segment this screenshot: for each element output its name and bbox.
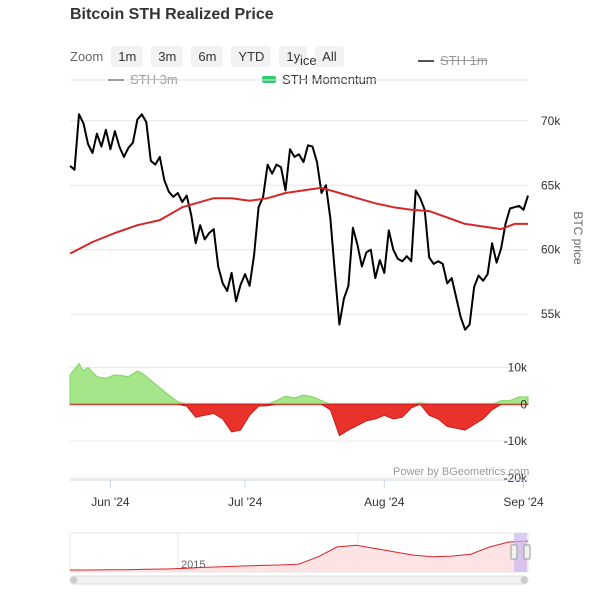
x-tick-label: Aug '24 xyxy=(364,495,405,509)
x-tick-label: Sep '24 xyxy=(503,495,544,509)
legend-item-sth-1m[interactable]: STH 1m xyxy=(418,53,488,68)
legend-item-sth-realized-price[interactable]: ice xyxy=(300,53,317,68)
momentum-y-tick-label: -10k xyxy=(504,434,528,448)
legend-label-sth-1m: STH 1m xyxy=(440,53,488,68)
zoom-button-3m[interactable]: 3m xyxy=(151,45,184,67)
zoom-button-all[interactable]: All xyxy=(315,45,344,67)
momentum-negative-area xyxy=(69,403,529,437)
price-y-tick-label: 65k xyxy=(541,178,561,192)
navigator-area xyxy=(70,541,528,572)
momentum-y-tick-label: 0 xyxy=(520,397,527,411)
zoom-button-6m[interactable]: 6m xyxy=(191,45,224,67)
price-y-tick-label: 60k xyxy=(541,243,561,257)
navigator-scrollbar[interactable] xyxy=(69,575,529,585)
zoom-button-1y[interactable]: 1y xyxy=(279,45,308,67)
navigator-left-handle[interactable] xyxy=(510,544,518,560)
sth-realized-price-line xyxy=(69,186,528,255)
btc-price-line xyxy=(69,113,529,331)
zoom-button-1m[interactable]: 1m xyxy=(111,45,144,67)
momentum-y-tick-label: 10k xyxy=(508,360,528,374)
x-tick-label: Jun '24 xyxy=(91,495,130,509)
zoom-button-ytd[interactable]: YTD xyxy=(231,45,272,67)
chart-title: Bitcoin STH Realized Price xyxy=(70,6,274,23)
scrollbar-left-button xyxy=(70,576,78,584)
navigator-right-handle[interactable] xyxy=(523,544,531,560)
navigator-line xyxy=(70,540,529,571)
price-y-tick-label: 55k xyxy=(541,307,561,321)
legend-label-sth-realized-price: ice xyxy=(300,53,317,68)
navigator-selected-range xyxy=(514,533,527,572)
zoom-label: Zoom xyxy=(70,48,104,64)
momentum-positive-area xyxy=(69,362,529,405)
scrollbar-right-button xyxy=(520,576,528,584)
chart-credits[interactable]: Power by BGeometrics.com xyxy=(393,466,529,478)
momentum-y-tick-label: -20k xyxy=(504,471,528,485)
price-y-axis-title: BTC price xyxy=(571,211,585,265)
x-tick-label: Jul '24 xyxy=(228,495,263,509)
price-y-tick-label: 70k xyxy=(541,114,561,128)
zoom-selector: Zoom 1m 3m 6m YTD 1y All xyxy=(70,44,352,68)
legend-line-icon xyxy=(418,59,434,62)
